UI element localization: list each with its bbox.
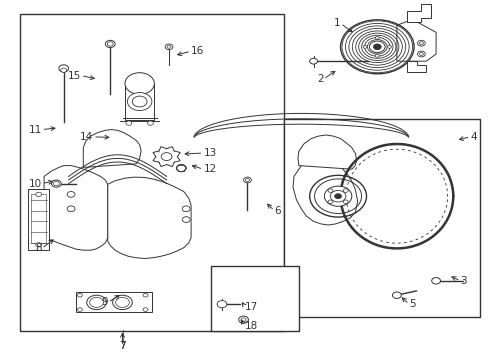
Bar: [76, 292, 152, 312]
Polygon shape: [397, 22, 436, 61]
Circle shape: [59, 65, 69, 72]
Text: 1: 1: [334, 18, 341, 28]
Circle shape: [36, 243, 42, 247]
Bar: [20, 14, 284, 331]
Text: 15: 15: [68, 71, 81, 81]
Circle shape: [217, 301, 227, 308]
Circle shape: [87, 295, 106, 310]
Circle shape: [77, 308, 82, 311]
Bar: [125, 84, 154, 120]
Circle shape: [244, 177, 251, 183]
Circle shape: [328, 189, 333, 192]
Circle shape: [126, 121, 132, 125]
Circle shape: [105, 40, 115, 48]
Text: 14: 14: [80, 132, 93, 142]
Circle shape: [328, 200, 333, 204]
Polygon shape: [108, 177, 191, 258]
Circle shape: [167, 45, 171, 48]
Circle shape: [77, 293, 82, 297]
Circle shape: [417, 51, 425, 57]
Text: 6: 6: [274, 206, 281, 216]
Circle shape: [132, 96, 147, 107]
Text: 16: 16: [191, 46, 204, 56]
Circle shape: [107, 42, 113, 46]
Text: 10: 10: [28, 179, 42, 189]
Circle shape: [363, 45, 367, 48]
Text: 7: 7: [119, 341, 126, 351]
Circle shape: [241, 318, 246, 321]
Circle shape: [67, 192, 75, 197]
Circle shape: [417, 40, 425, 46]
Circle shape: [310, 58, 318, 64]
Circle shape: [127, 93, 152, 111]
Circle shape: [343, 200, 348, 204]
Polygon shape: [298, 135, 357, 169]
Circle shape: [369, 41, 385, 53]
Circle shape: [53, 181, 59, 186]
Bar: [28, 189, 49, 250]
Circle shape: [239, 316, 248, 323]
Circle shape: [161, 153, 172, 161]
Circle shape: [335, 194, 342, 199]
Circle shape: [143, 308, 148, 311]
Circle shape: [419, 42, 423, 45]
Text: 9: 9: [101, 297, 108, 307]
Circle shape: [143, 293, 148, 297]
Circle shape: [392, 292, 401, 298]
Circle shape: [419, 53, 423, 55]
Text: 12: 12: [203, 164, 217, 174]
Bar: [211, 266, 299, 331]
Text: 5: 5: [409, 299, 416, 309]
Circle shape: [375, 54, 379, 57]
Circle shape: [182, 217, 190, 222]
Circle shape: [324, 186, 352, 206]
Polygon shape: [293, 162, 358, 225]
Text: 7: 7: [119, 341, 126, 351]
Circle shape: [388, 45, 392, 48]
Text: 4: 4: [470, 132, 477, 142]
Circle shape: [113, 295, 132, 310]
Circle shape: [176, 165, 186, 172]
Text: 8: 8: [35, 243, 42, 253]
Circle shape: [165, 44, 173, 50]
Polygon shape: [44, 166, 108, 250]
Circle shape: [375, 36, 379, 39]
Circle shape: [51, 180, 61, 187]
Circle shape: [245, 179, 249, 181]
Circle shape: [330, 190, 346, 202]
Circle shape: [182, 206, 190, 212]
Circle shape: [67, 206, 75, 212]
Text: 11: 11: [28, 125, 42, 135]
Circle shape: [90, 297, 103, 307]
Circle shape: [373, 44, 381, 50]
Circle shape: [125, 73, 154, 94]
Circle shape: [116, 297, 129, 307]
Text: 13: 13: [203, 148, 217, 158]
Text: 3: 3: [461, 276, 467, 286]
Circle shape: [343, 189, 348, 192]
Polygon shape: [407, 4, 431, 22]
Circle shape: [61, 68, 67, 72]
Text: 17: 17: [245, 302, 258, 312]
Polygon shape: [83, 130, 141, 167]
Text: 2: 2: [317, 74, 323, 84]
Circle shape: [36, 192, 42, 197]
Circle shape: [147, 121, 153, 125]
Bar: [284, 119, 480, 317]
Circle shape: [432, 278, 441, 284]
Polygon shape: [407, 61, 426, 72]
Text: 18: 18: [245, 321, 258, 331]
